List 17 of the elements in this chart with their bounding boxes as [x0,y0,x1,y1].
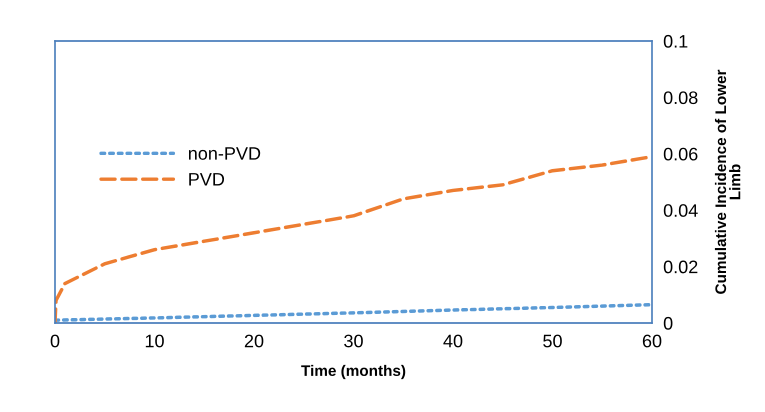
x-tick-label: 50 [543,334,562,348]
x-tick-label: 20 [244,334,264,348]
x-tick-label: 10 [146,334,164,348]
y-tick-label: 0 [664,316,672,330]
x-tick-label: 60 [642,334,662,348]
y-tick-label: 0.04 [664,204,698,217]
y-tick-label: 0.02 [664,260,698,274]
legend-label: non-PVD [188,147,260,160]
legend-label: PVD [189,173,224,186]
x-axis-title: Time (months) [301,364,406,380]
y-tick-label: 0.1 [664,34,688,48]
x-tick-label: 0 [50,334,60,348]
y-tick-label: 0.06 [664,148,698,161]
x-tick-label: 40 [443,334,462,348]
y-tick-label: 0.08 [664,91,698,104]
y-axis-title: Cumulative Incidence of Lower Limb [714,70,740,294]
x-tick-label: 30 [344,334,363,348]
